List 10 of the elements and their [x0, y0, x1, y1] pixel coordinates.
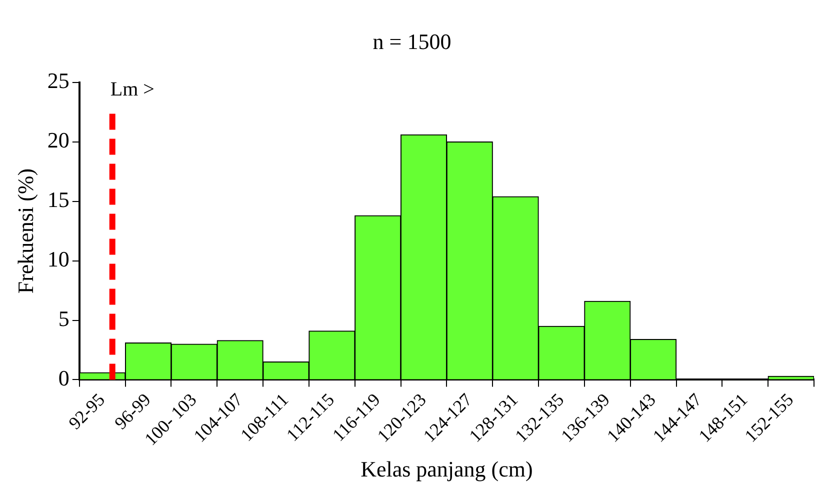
x-axis-title: Kelas panjang (cm)	[360, 456, 533, 482]
y-tick-label: 20	[47, 128, 70, 153]
y-tick-label: 5	[58, 306, 70, 332]
y-axis-title: Frekuensi (%)	[12, 168, 38, 294]
y-tick-label: 15	[47, 187, 70, 212]
ref-line-label: Lm >	[110, 78, 154, 100]
y-tick-label: 25	[47, 68, 70, 94]
chart-title: n = 1500	[372, 28, 452, 54]
y-tick-label: 10	[47, 246, 70, 272]
y-tick-label: 0	[58, 366, 70, 391]
